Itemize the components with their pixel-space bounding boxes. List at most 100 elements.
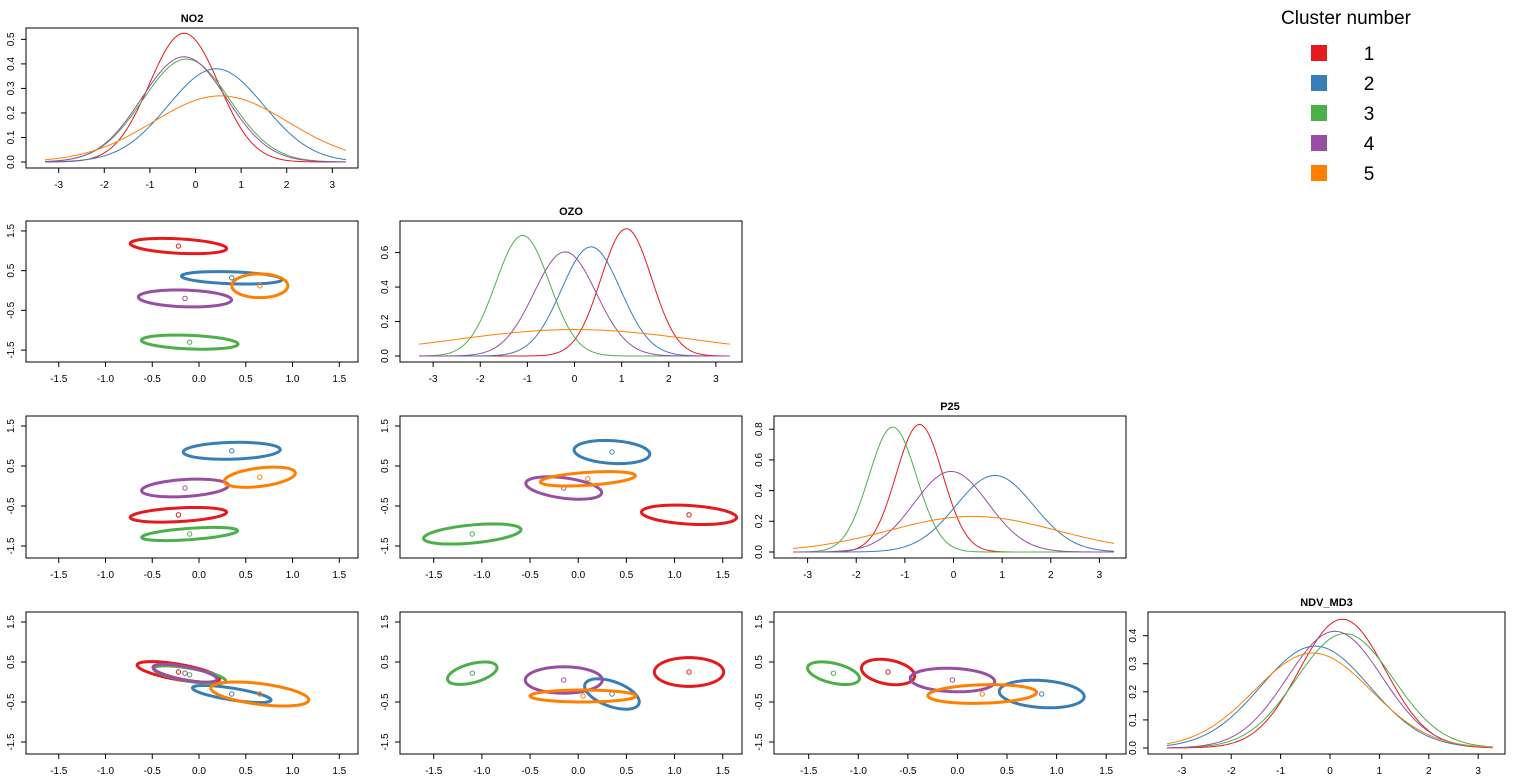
density-xtick-label: 1 xyxy=(238,180,244,191)
scatter-ytick-label: 0.5 xyxy=(6,655,17,669)
scatter-xtick-label: 0.0 xyxy=(571,570,585,581)
density-ytick-label: 0.5 xyxy=(6,32,17,46)
legend-swatch-5 xyxy=(1311,165,1327,181)
cluster-ellipse-4 xyxy=(136,288,234,309)
scatter-frame xyxy=(399,415,743,559)
density-xtick-label: 0 xyxy=(1327,766,1333,777)
ellipse-panel-p25-vs-no2: -1.5 -1.0 -0.5 0.0 0.5 1.0 1.5 -1.5 -0.5 0.5 1.5 xyxy=(6,415,359,581)
density-xtick-label: -3 xyxy=(429,374,438,385)
cluster-center-point-2 xyxy=(1039,691,1045,697)
scatter-frame xyxy=(25,415,359,559)
legend-label-3: 3 xyxy=(1364,104,1375,125)
scatter-frame xyxy=(773,611,1127,755)
cluster-ellipse-4 xyxy=(151,662,219,684)
scatter-xtick-label: 1.5 xyxy=(1099,766,1113,777)
density-panel-title: NO2 xyxy=(181,13,204,25)
scatter-ytick-label: -1.5 xyxy=(6,537,17,555)
cluster-center-point-2 xyxy=(609,449,615,455)
cluster-ellipse-3 xyxy=(140,525,240,543)
density-ytick-label: 0.4 xyxy=(1128,628,1139,642)
cluster-center-point-1 xyxy=(175,669,182,675)
legend-swatch-4 xyxy=(1311,135,1327,151)
density-panel-p25: -3 -2 -1 0 1 2 3 0.0 0.2 0.4 0.6 0.8 P25 xyxy=(754,401,1127,581)
scatter-xtick-label: 1.0 xyxy=(286,570,300,581)
cluster-center-point-4 xyxy=(182,670,188,676)
density-curve-cluster-2 xyxy=(419,246,730,357)
scatter-xtick-label: 0.5 xyxy=(239,374,253,385)
cluster-center-point-5 xyxy=(257,474,263,480)
scatter-xtick-label: -1.5 xyxy=(50,766,68,777)
cluster-center-point-1 xyxy=(686,669,692,675)
density-ytick-label: 0.1 xyxy=(1128,713,1139,727)
density-ytick-label: 0.3 xyxy=(6,81,17,95)
legend-label-4: 4 xyxy=(1364,134,1375,155)
scatter-xtick-label: -0.5 xyxy=(521,766,539,777)
cluster-center-point-3 xyxy=(469,670,475,676)
density-xtick-label: -1 xyxy=(1276,766,1285,777)
scatter-ytick-label: -1.5 xyxy=(6,733,17,751)
scatter-ytick-label: 1.5 xyxy=(6,224,17,238)
cluster-center-point-4 xyxy=(561,677,567,683)
scatter-xtick-label: 0.0 xyxy=(571,766,585,777)
density-curve-cluster-1 xyxy=(44,32,346,163)
scatter-ytick-label: -1.5 xyxy=(380,733,391,751)
scatter-ytick-label: -0.5 xyxy=(6,693,17,711)
scatter-ytick-label: 1.5 xyxy=(380,419,391,433)
density-ytick-label: 0.8 xyxy=(754,422,765,436)
cluster-ellipse-4 xyxy=(140,477,230,499)
density-xtick-label: -2 xyxy=(1227,766,1236,777)
density-curve-cluster-3 xyxy=(792,426,1114,553)
density-xtick-label: 1 xyxy=(999,570,1005,581)
cluster-center-point-5 xyxy=(979,691,985,697)
cluster-ellipse-5 xyxy=(538,470,637,488)
scatter-ytick-label: 0.5 xyxy=(6,459,17,473)
density-curve-cluster-4 xyxy=(419,251,730,357)
cluster-center-point-4 xyxy=(182,295,188,302)
legend-label-2: 2 xyxy=(1364,74,1375,95)
cluster-ellipse-1 xyxy=(639,503,739,527)
cluster-ellipse-5 xyxy=(528,688,638,704)
scatter-xtick-label: -1.0 xyxy=(97,570,115,581)
panels-layer: -3 -2 -1 0 1 2 3 0.0 0.1 0.2 0.3 0.4 0.5 NO2 -3 -2 -1 0 1 2… xyxy=(6,13,1506,777)
scatter-xtick-label: 1.0 xyxy=(1050,766,1064,777)
density-ytick-label: 0.2 xyxy=(6,106,17,120)
cluster-ellipse-2 xyxy=(583,677,641,711)
density-xtick-label: 3 xyxy=(713,374,719,385)
cluster-ellipse-4 xyxy=(908,666,997,694)
scatter-xtick-label: -0.5 xyxy=(144,374,162,385)
cluster-ellipse-3 xyxy=(806,660,861,687)
density-curve-cluster-5 xyxy=(44,95,347,161)
density-panel-ndv_md3: -3 -2 -1 0 1 2 3 0.0 0.1 0.2 0.3 0.4 NDV_MD3 xyxy=(1128,597,1506,777)
cluster-ellipse-4 xyxy=(524,475,604,501)
density-ytick-label: 0.0 xyxy=(380,349,391,363)
ellipse-panel-ndv_md3-vs-p25: -1.5 -1.0 -0.5 0.0 0.5 1.0 1.5 -1.5 -0.5 0.5 1.5 xyxy=(754,611,1127,777)
cluster-center-point-3 xyxy=(186,531,193,537)
ellipse-panel-ozo-vs-no2: -1.5 -1.0 -0.5 0.0 0.5 1.0 1.5 -1.5 -0.5 0.5 1.5 xyxy=(6,220,359,385)
scatter-xtick-label: 1.5 xyxy=(332,766,346,777)
density-ytick-label: 0.2 xyxy=(380,314,391,328)
density-xtick-label: 2 xyxy=(1426,766,1432,777)
cluster-center-point-4 xyxy=(182,485,188,491)
cluster-ellipse-5 xyxy=(222,465,297,489)
legend-swatch-3 xyxy=(1311,105,1327,121)
scatter-ytick-label: -0.5 xyxy=(754,693,765,711)
cluster-center-point-2 xyxy=(229,448,235,454)
density-ytick-label: 0.4 xyxy=(754,483,765,497)
cluster-center-point-3 xyxy=(469,531,475,537)
scatter-xtick-label: -1.5 xyxy=(425,570,443,581)
scatter-ytick-label: 0.5 xyxy=(380,655,391,669)
density-frame xyxy=(399,220,743,363)
scatter-xtick-label: -1.0 xyxy=(850,766,868,777)
scatter-xtick-label: -1.5 xyxy=(50,374,68,385)
scatter-xtick-label: 1.5 xyxy=(332,570,346,581)
cluster-center-point-1 xyxy=(686,512,692,518)
cluster-ellipse-3 xyxy=(139,333,240,351)
legend-label-5: 5 xyxy=(1364,164,1375,185)
scatter-xtick-label: -0.5 xyxy=(144,570,162,581)
cluster-ellipse-2 xyxy=(997,678,1086,710)
cluster-center-point-4 xyxy=(949,677,956,683)
density-ytick-label: 0.0 xyxy=(6,155,17,169)
density-xtick-label: -2 xyxy=(476,374,485,385)
scatter-xtick-label: 0.0 xyxy=(192,570,206,581)
density-xtick-label: 1 xyxy=(1377,766,1383,777)
